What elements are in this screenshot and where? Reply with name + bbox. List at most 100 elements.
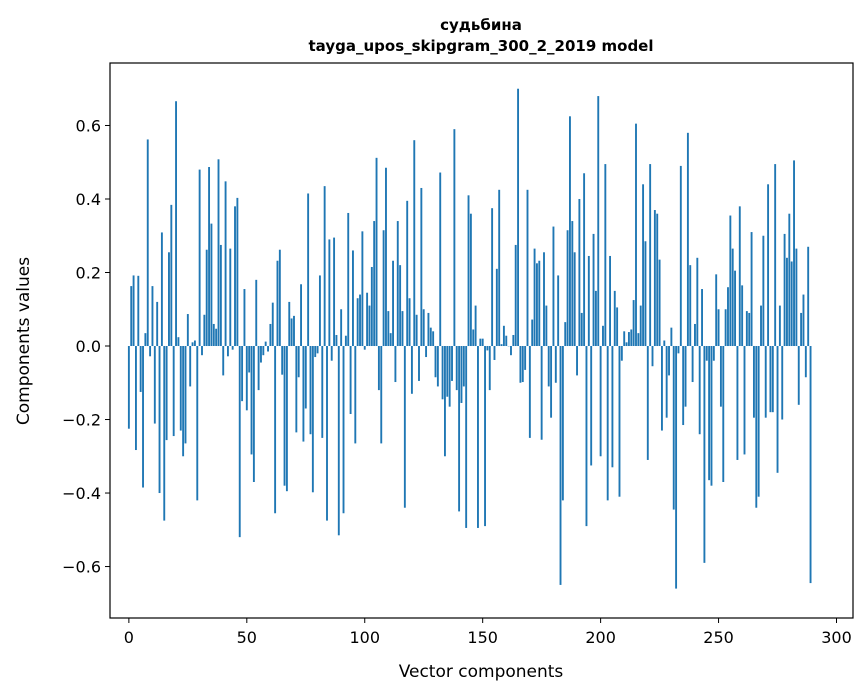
bar-208: [619, 346, 621, 497]
bar-14: [161, 232, 163, 346]
bar-27: [192, 342, 194, 346]
y-tick-label: −0.4: [62, 484, 101, 503]
bar-89: [338, 346, 340, 535]
x-tick-label: 200: [585, 628, 616, 647]
bar-152: [486, 346, 488, 350]
bar-230: [670, 328, 672, 346]
bar-176: [543, 252, 545, 346]
bar-143: [465, 346, 467, 528]
bar-155: [494, 346, 496, 360]
bar-276: [779, 306, 781, 346]
bar-125: [423, 309, 425, 346]
bar-67: [286, 346, 288, 491]
bar-153: [489, 346, 491, 390]
bar-40: [222, 346, 224, 375]
bar-115: [399, 265, 401, 346]
bar-61: [272, 303, 274, 346]
bar-90: [340, 309, 342, 346]
bar-190: [576, 346, 578, 375]
bar-259: [739, 206, 741, 346]
bar-283: [795, 249, 797, 346]
bar-84: [326, 346, 328, 521]
bar-274: [774, 164, 776, 346]
bar-129: [432, 331, 434, 346]
bar-101: [366, 293, 368, 346]
bar-266: [755, 346, 757, 508]
bar-29: [196, 346, 198, 500]
bar-220: [647, 346, 649, 460]
bar-174: [538, 261, 540, 346]
bar-119: [409, 298, 411, 346]
bar-160: [505, 336, 507, 346]
bar-2: [133, 275, 135, 346]
bar-280: [788, 214, 790, 346]
bar-165: [517, 89, 519, 346]
bar-228: [666, 346, 668, 418]
bar-142: [463, 346, 465, 386]
bar-78: [312, 346, 314, 492]
bar-188: [571, 221, 573, 346]
bar-248: [713, 346, 715, 361]
bar-211: [626, 342, 628, 346]
bar-179: [550, 346, 552, 418]
bar-141: [461, 346, 463, 403]
bar-71: [295, 346, 297, 432]
bar-16: [166, 346, 168, 440]
bar-44: [232, 346, 234, 350]
bar-104: [373, 221, 375, 346]
bar-273: [772, 346, 774, 412]
bar-185: [564, 322, 566, 346]
bar-204: [609, 256, 611, 346]
bar-38: [218, 159, 220, 346]
bar-108: [383, 230, 385, 346]
bar-135: [446, 346, 448, 397]
bar-147: [475, 306, 477, 346]
bar-225: [659, 260, 661, 346]
bar-55: [258, 346, 260, 390]
bar-252: [722, 346, 724, 482]
bar-56: [260, 346, 262, 363]
bar-149: [479, 339, 481, 346]
bar-183: [560, 346, 562, 585]
chart-title-line2: tayga_upos_skipgram_300_2_2019 model: [309, 37, 654, 55]
bar-117: [404, 346, 406, 508]
bar-52: [251, 346, 253, 454]
bar-91: [343, 346, 345, 513]
bar-60: [269, 324, 271, 346]
bar-170: [529, 346, 531, 438]
bar-95: [352, 250, 354, 346]
bar-200: [600, 346, 602, 456]
bar-116: [402, 311, 404, 346]
bar-81: [319, 275, 321, 346]
bar-146: [472, 329, 474, 346]
bar-132: [439, 173, 441, 346]
bar-171: [531, 320, 533, 346]
bar-133: [442, 346, 444, 399]
bar-145: [470, 214, 472, 346]
bar-130: [435, 346, 437, 377]
bar-19: [173, 346, 175, 436]
bar-264: [751, 232, 753, 346]
y-tick-label: 0.0: [76, 337, 101, 356]
bar-109: [385, 168, 387, 346]
bar-6: [142, 346, 144, 488]
bar-287: [805, 346, 807, 377]
bar-11: [154, 346, 156, 424]
bar-70: [293, 316, 295, 346]
bar-268: [760, 306, 762, 346]
bar-68: [288, 302, 290, 346]
bar-254: [727, 287, 729, 346]
bar-5: [140, 346, 142, 392]
bar-92: [345, 336, 347, 346]
bar-255: [729, 216, 731, 346]
bar-103: [371, 267, 373, 346]
bar-288: [807, 247, 809, 346]
bar-9: [149, 346, 151, 356]
bar-172: [534, 249, 536, 346]
bar-237: [687, 133, 689, 346]
x-tick-label: 250: [703, 628, 734, 647]
bar-157: [498, 190, 500, 346]
bar-216: [637, 333, 639, 346]
bar-45: [234, 206, 236, 346]
